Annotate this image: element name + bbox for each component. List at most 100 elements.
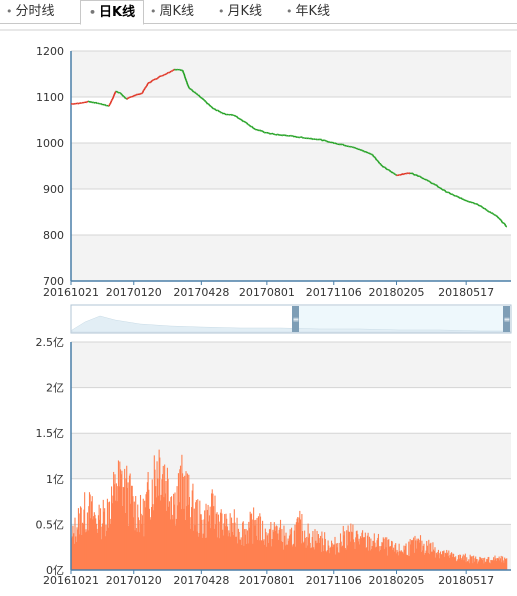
- price-line-segment: [294, 135, 297, 138]
- tab-yearly-k[interactable]: • 年K线: [286, 4, 331, 19]
- volume-bar: [407, 556, 409, 570]
- price-line-segment: [357, 148, 360, 151]
- volume-bar: [122, 505, 124, 570]
- volume-bar: [144, 500, 146, 570]
- volume-bar: [364, 532, 366, 570]
- volume-bar: [295, 522, 297, 570]
- price-line-segment: [369, 152, 372, 155]
- volume-bar: [246, 530, 248, 570]
- volume-bar: [91, 496, 93, 570]
- volume-bar: [119, 469, 122, 570]
- volume-bar: [226, 518, 228, 570]
- volume-bar: [156, 461, 158, 570]
- price-line-segment: [232, 114, 235, 117]
- price-line-segment: [333, 142, 335, 145]
- volume-bar: [74, 517, 76, 570]
- volume-bar: [134, 530, 136, 570]
- volume-bar: [325, 550, 327, 570]
- volume-bar: [227, 536, 229, 570]
- price-line-segment: [251, 126, 254, 129]
- volume-bar: [237, 528, 239, 570]
- volume-bar: [126, 465, 128, 570]
- volume-bar: [466, 561, 468, 570]
- price-line-segment: [342, 143, 344, 146]
- tab-minute-line[interactable]: • 分时线: [6, 4, 55, 19]
- volume-bar: [487, 557, 489, 570]
- volume-bar: [359, 536, 362, 570]
- volume-bar: [233, 535, 235, 570]
- price-line-segment: [270, 132, 273, 135]
- price-line-segment: [185, 80, 188, 83]
- price-line-segment: [175, 68, 178, 71]
- volume-bar: [367, 532, 369, 570]
- volume-bar: [72, 525, 74, 570]
- volume-bar: [91, 501, 93, 570]
- tab-monthly-k[interactable]: • 月K线: [218, 4, 263, 19]
- volume-bar: [492, 560, 494, 570]
- volume-bar: [279, 519, 282, 570]
- volume-bar: [390, 545, 392, 570]
- price-line-segment: [113, 93, 116, 97]
- volume-bar: [354, 548, 356, 570]
- price-line-segment: [184, 78, 187, 81]
- volume-bar: [291, 527, 293, 570]
- volume-bar: [473, 555, 475, 570]
- volume-bar: [86, 512, 88, 570]
- volume-bar: [389, 546, 391, 570]
- volume-bar: [496, 558, 498, 570]
- price-line-segment: [476, 203, 479, 206]
- volume-bar: [208, 521, 210, 570]
- volume-bar: [405, 543, 407, 570]
- price-line-segment: [391, 171, 394, 174]
- navigator-right-handle[interactable]: [503, 306, 510, 332]
- price-line-segment: [287, 134, 290, 137]
- tab-weekly-k[interactable]: • 周K线: [150, 4, 195, 19]
- tab-daily-k[interactable]: • 日K线: [80, 0, 145, 25]
- volume-bar: [297, 517, 299, 570]
- range-navigator[interactable]: ≡ ≡: [70, 304, 512, 334]
- price-line-segment: [171, 70, 173, 72]
- volume-bar: [119, 461, 121, 570]
- price-line-segment: [196, 93, 199, 96]
- price-line-segment: [187, 85, 190, 89]
- volume-bar: [77, 529, 79, 570]
- volume-bar: [237, 543, 239, 570]
- price-line-segment: [104, 104, 107, 106]
- volume-bar: [324, 538, 326, 570]
- volume-bar: [456, 560, 458, 570]
- volume-bar: [330, 546, 332, 570]
- price-line-segment: [235, 115, 238, 118]
- volume-bar: [84, 532, 86, 570]
- bullet-icon: •: [286, 5, 293, 18]
- price-line-segment: [247, 123, 250, 126]
- price-line-segment: [444, 189, 447, 192]
- volume-bar: [171, 514, 173, 570]
- price-line-segment: [486, 210, 489, 212]
- volume-bar: [491, 560, 493, 570]
- volume-bar: [329, 547, 331, 570]
- volume-bar: [376, 540, 378, 570]
- volume-bar: [489, 563, 491, 570]
- volume-bar: [106, 530, 108, 570]
- volume-bar: [480, 558, 482, 570]
- volume-bar: [118, 486, 120, 570]
- volume-bar: [214, 495, 216, 570]
- volume-bar: [231, 532, 233, 570]
- volume-bar: [186, 506, 188, 570]
- price-line-segment: [491, 212, 493, 214]
- volume-bar: [198, 532, 200, 570]
- volume-bar: [282, 541, 284, 570]
- volume-bar: [106, 498, 108, 570]
- price-line-segment: [498, 217, 501, 220]
- volume-bar: [366, 547, 368, 570]
- price-line-segment: [426, 179, 429, 182]
- price-line-segment: [186, 81, 189, 85]
- volume-y-tick-label: 0亿: [46, 564, 64, 577]
- volume-bar: [393, 551, 395, 570]
- navigator-left-handle[interactable]: [292, 306, 299, 332]
- volume-bar: [384, 549, 386, 570]
- navigator-selected-range[interactable]: [298, 306, 503, 332]
- volume-bar: [99, 508, 102, 570]
- volume-bar: [256, 517, 258, 570]
- volume-bar: [392, 549, 394, 570]
